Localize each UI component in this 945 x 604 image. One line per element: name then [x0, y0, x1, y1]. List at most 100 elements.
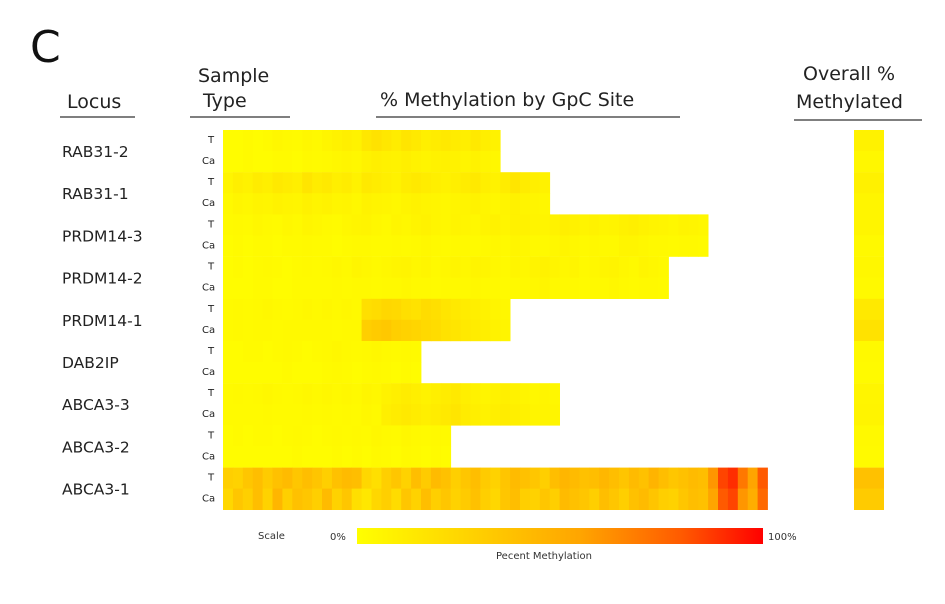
- heatmap-cell: [361, 362, 372, 384]
- heatmap-cell: [262, 214, 273, 236]
- heatmap-cell: [292, 383, 303, 405]
- heatmap-cell: [599, 256, 610, 278]
- header-overall-line1: Overall %: [803, 63, 895, 85]
- heatmap-cell: [401, 341, 412, 363]
- heatmap-cell: [470, 172, 481, 194]
- heatmap-cell: [252, 341, 263, 363]
- heatmap-cell: [341, 298, 353, 321]
- heatmap-cell: [688, 488, 699, 510]
- heatmap-cell: [470, 467, 481, 489]
- heatmap-cell: [262, 256, 273, 278]
- heatmap-cell: [232, 425, 244, 447]
- heatmap-cell: [252, 235, 263, 257]
- heatmap-cell: [500, 488, 511, 510]
- overall-cell-abca3-1-ca: [854, 488, 884, 510]
- heatmap-cell: [322, 298, 333, 321]
- heatmap-cell: [302, 488, 313, 510]
- heatmap-cell: [460, 130, 471, 152]
- heatmap-cell: [391, 256, 402, 278]
- heatmap-cell: [430, 214, 442, 236]
- heatmap-cell: [371, 467, 382, 489]
- heatmap-cell: [411, 488, 422, 510]
- heatmap-cell: [262, 193, 273, 215]
- heatmap-cell: [520, 383, 531, 405]
- heatmap-cell: [539, 277, 551, 299]
- heatmap-cell: [331, 235, 343, 257]
- heatmap-cell: [411, 362, 422, 384]
- heatmap-cell: [569, 235, 580, 257]
- heatmap-cell: [470, 214, 481, 236]
- heatmap-cell: [628, 488, 640, 510]
- heatmap-cell: [302, 151, 313, 173]
- heatmap-cell: [371, 256, 382, 278]
- heatmap-cell: [450, 256, 461, 278]
- heatmap-cell: [391, 362, 402, 384]
- heatmap-cell: [450, 467, 461, 489]
- heatmap-cell: [549, 256, 560, 278]
- heatmap-cell: [232, 404, 244, 426]
- heatmap-cell: [223, 193, 234, 215]
- heatmap-cell: [421, 425, 432, 447]
- heatmap-cell: [628, 256, 640, 278]
- heatmap-cell: [341, 151, 353, 173]
- heatmap-cell: [292, 193, 303, 215]
- heatmap-cell: [421, 130, 432, 152]
- heatmap-cell: [411, 298, 422, 321]
- heatmap-cell: [272, 383, 283, 405]
- heatmap-cell: [619, 235, 630, 257]
- heatmap-cell: [599, 488, 610, 510]
- heatmap-cell: [302, 446, 313, 468]
- heatmap-cell: [480, 277, 491, 299]
- heatmap-cell: [579, 214, 590, 236]
- sample-type-ca-abca3-1: Ca: [202, 494, 215, 505]
- heatmap-cell: [322, 446, 333, 468]
- heatmap-cell: [351, 488, 362, 510]
- heatmap-cell: [312, 488, 323, 510]
- heatmap-cell: [609, 256, 620, 278]
- overall-cell-prdm14-3-ca: [854, 235, 884, 257]
- heatmap-cell: [262, 298, 273, 321]
- heatmap-cell: [252, 404, 263, 426]
- heatmap-cell: [361, 130, 372, 152]
- overall-cell-dab2ip-ca: [854, 362, 884, 384]
- heatmap-cell: [322, 404, 333, 426]
- heatmap-cell: [282, 298, 293, 321]
- heatmap-cell: [440, 488, 452, 510]
- panel-letter: C: [30, 22, 61, 73]
- heatmap-cell: [242, 383, 254, 405]
- overall-cell-abca3-2-ca: [854, 446, 884, 468]
- heatmap-cell: [331, 425, 343, 447]
- heatmap-cell: [440, 298, 452, 321]
- heatmap-cell: [668, 214, 679, 236]
- heatmap-cell: [421, 488, 432, 510]
- heatmap-cell: [589, 488, 600, 510]
- heatmap-cell: [411, 193, 422, 215]
- heatmap-cell: [559, 235, 570, 257]
- heatmap-cell: [579, 256, 590, 278]
- heatmap-cell: [302, 214, 313, 236]
- heatmap-cell: [619, 214, 630, 236]
- heatmap-cell: [252, 425, 263, 447]
- heatmap-cell: [460, 235, 471, 257]
- heatmap-cell: [272, 130, 283, 152]
- heatmap-cell: [559, 256, 570, 278]
- heatmap-cell: [242, 404, 254, 426]
- heatmap-cell: [351, 404, 362, 426]
- heatmap-cell: [312, 467, 323, 489]
- heatmap-cell: [401, 404, 412, 426]
- heatmap-cell: [272, 425, 283, 447]
- sample-type-ca-dab2ip: Ca: [202, 367, 215, 378]
- heatmap-cell: [302, 404, 313, 426]
- heatmap-cell: [381, 130, 392, 152]
- heatmap-cell: [440, 446, 452, 468]
- heatmap-cell: [252, 256, 263, 278]
- heatmap-cell: [549, 277, 560, 299]
- heatmap-cell: [490, 467, 501, 489]
- heatmap-cell: [480, 256, 491, 278]
- heatmap-cell: [341, 193, 353, 215]
- heatmap-cell: [223, 256, 234, 278]
- heatmap-cell: [559, 467, 570, 489]
- heatmap-cell: [569, 467, 580, 489]
- heatmap-cell: [490, 235, 501, 257]
- heatmap-cell: [619, 256, 630, 278]
